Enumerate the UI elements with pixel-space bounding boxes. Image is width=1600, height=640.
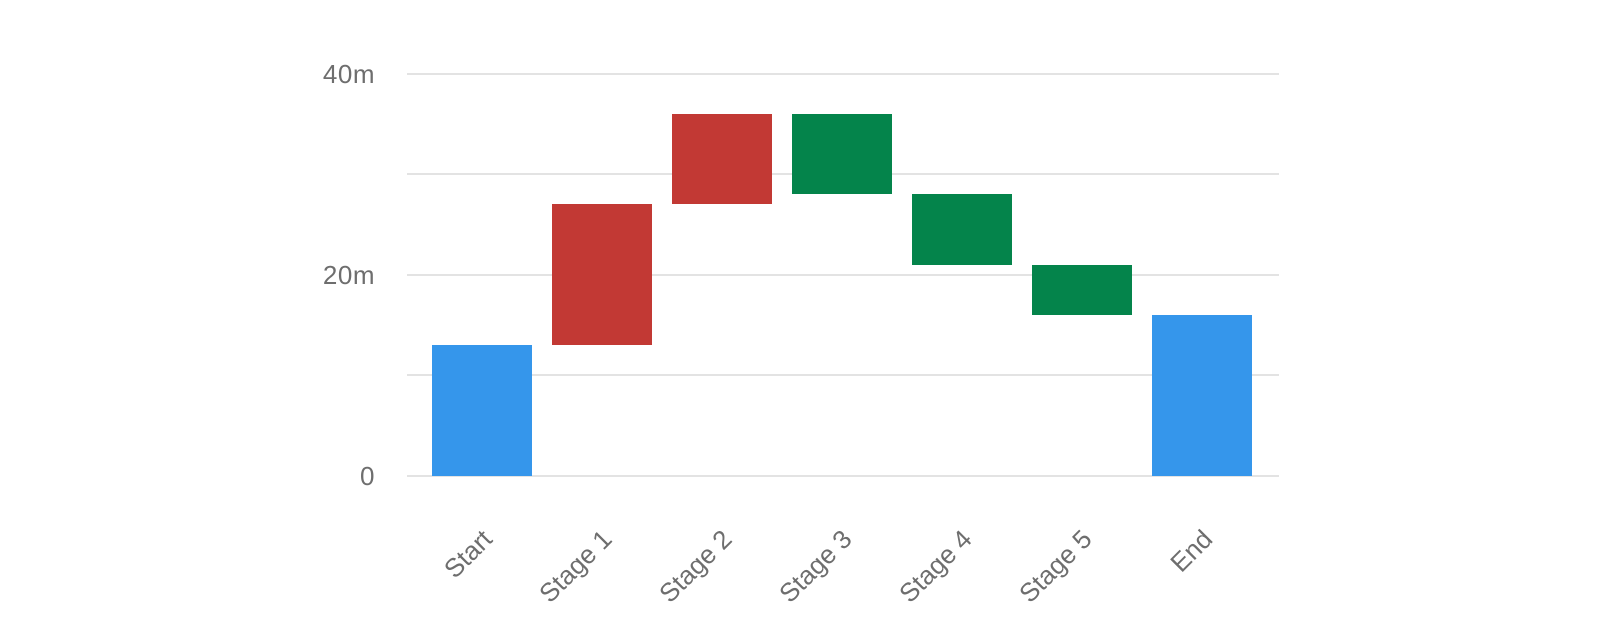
x-axis-label-end: End (1164, 523, 1218, 578)
gridline-40 (407, 72, 1279, 75)
y-tick-label-20: 20m (322, 259, 375, 290)
bar-end[interactable] (1152, 315, 1252, 476)
bar-stage-5[interactable] (1032, 264, 1132, 315)
x-axis-label-start: Start (437, 523, 498, 584)
y-tick-label-40: 40m (322, 58, 375, 89)
x-axis-label-stage-3: Stage 3 (773, 523, 858, 609)
bar-stage-3[interactable] (792, 113, 892, 195)
gridline-0 (407, 475, 1279, 477)
gridline-10 (407, 374, 1279, 377)
y-tick-label-0: 0 (360, 461, 375, 491)
gridline-20 (407, 273, 1279, 276)
x-axis-label-stage-1: Stage 1 (533, 523, 618, 609)
bar-stage-4[interactable] (912, 194, 1012, 265)
bar-start[interactable] (432, 345, 532, 476)
x-axis-label-stage-5: Stage 5 (1013, 523, 1098, 609)
x-axis-label-stage-2: Stage 2 (653, 523, 738, 609)
x-axis-label-stage-4: Stage 4 (893, 523, 978, 609)
bar-stage-1[interactable] (552, 204, 652, 346)
bar-stage-2[interactable] (672, 113, 772, 205)
